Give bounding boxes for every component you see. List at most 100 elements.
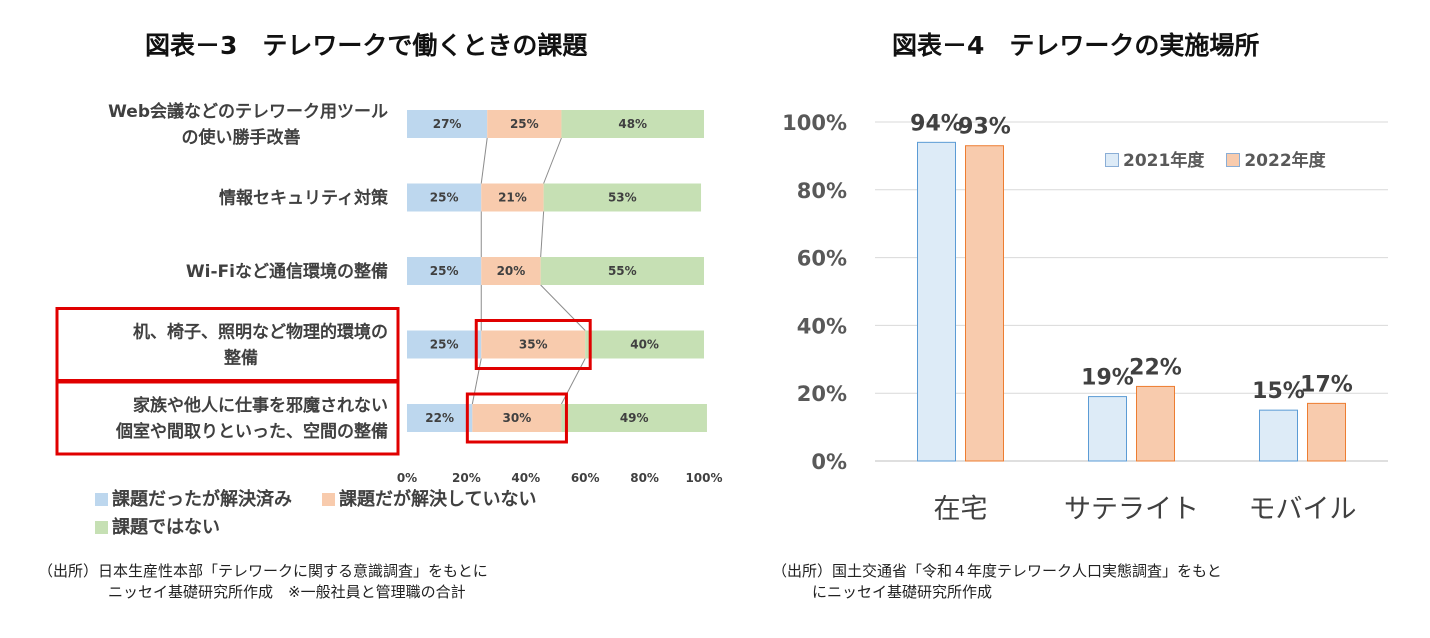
legend-item: 課題だったが解決済み [95, 486, 292, 514]
x-tick-label: 0% [397, 471, 417, 485]
bar-segment [543, 183, 702, 212]
data-label: 40% [630, 338, 659, 352]
data-label: 35% [519, 338, 548, 352]
source-note: （出所）日本生産性本部「テレワークに関する意識調査」をもとに ニッセイ基礎研究所… [38, 561, 488, 603]
legend-label: 課題ではない [112, 517, 220, 538]
bar-segment [561, 404, 707, 432]
y-tick-label: 40% [797, 314, 847, 338]
bar [917, 141, 956, 462]
grouped-bar-chart: 0% 20% 40% 60% 80% 100% 94%93% 在宅 19%22% サテライト 15%… [782, 111, 1388, 525]
bar [1259, 409, 1298, 462]
data-label: 94% [910, 111, 963, 136]
legend-swatch [95, 493, 108, 506]
bar-segment [585, 330, 704, 359]
y-tick-label: 20% [797, 382, 847, 406]
data-label: 27% [433, 117, 462, 131]
data-label: 25% [430, 191, 459, 205]
bar-segment [561, 110, 704, 138]
legend-label: 2021年度 [1123, 151, 1205, 171]
data-label: 25% [430, 338, 459, 352]
source-line: （出所）日本生産性本部「テレワークに関する意識調査」をもとに [38, 562, 488, 580]
x-category-label: サテライト [1064, 494, 1199, 525]
category-label: Wi-Fiなど通信環境の整備 [186, 261, 388, 282]
x-category-label: モバイル [1249, 494, 1357, 525]
legend-item: 2022年度 [1226, 146, 1326, 171]
category-label: Web会議などのテレワーク用ツール [108, 101, 388, 122]
bar-segment [407, 257, 482, 285]
bar [1307, 402, 1346, 462]
x-tick-label: 80% [630, 471, 659, 485]
source-line: にニッセイ基礎研究所作成 [812, 583, 993, 601]
category-label: 整備 [224, 348, 258, 369]
data-label: 17% [1300, 372, 1353, 397]
y-tick-label: 60% [797, 247, 847, 271]
data-label: 53% [608, 191, 637, 205]
legend-swatch [322, 493, 335, 506]
bar-segment [407, 110, 488, 138]
legend-label: 課題だったが解決済み [112, 489, 292, 510]
legend-item: 課題ではない [95, 514, 220, 542]
category-label: 個室や間取りといった、空間の整備 [115, 421, 388, 442]
series-line [540, 211, 545, 258]
data-label: 48% [618, 117, 647, 131]
category-label: の使い勝手改善 [182, 127, 301, 148]
data-label: 22% [1129, 355, 1182, 380]
bar-segment [540, 257, 704, 285]
data-label: 22% [425, 411, 454, 425]
data-label: 55% [608, 264, 637, 278]
y-tick-label: 0% [811, 450, 847, 474]
data-label: 93% [958, 115, 1011, 140]
category-label: 情報セキュリティ対策 [219, 188, 389, 209]
source-note: （出所）国土交通省「令和４年度テレワーク人口実態調査」をもと にニッセイ基礎研究… [772, 561, 1222, 603]
bar [1136, 385, 1175, 462]
series-line [540, 284, 586, 331]
chart-title: 図表－4 テレワークの実施場所 [892, 31, 1260, 60]
bar [965, 145, 1004, 462]
highlight-box [55, 380, 400, 456]
data-label: 30% [503, 411, 532, 425]
data-label: 25% [510, 117, 539, 131]
y-tick-label: 100% [782, 111, 847, 135]
legend-swatch [1105, 153, 1119, 167]
data-label: 21% [498, 191, 527, 205]
data-label: 20% [497, 264, 526, 278]
x-tick-label: 100% [685, 471, 722, 485]
x-tick-label: 20% [452, 471, 481, 485]
legend-label: 2022年度 [1244, 151, 1326, 171]
bar-segment [472, 404, 562, 432]
bar [1088, 396, 1127, 462]
category-label: 机、椅子、照明など物理的環境の [133, 322, 388, 343]
bar-segment [407, 404, 473, 432]
category-label: 家族や他人に仕事を邪魔されない [133, 395, 388, 416]
bar-segment [407, 330, 482, 359]
legend: 2021年度 2022年度 [1105, 146, 1348, 171]
source-line: ニッセイ基礎研究所作成 ※一般社員と管理職の合計 [108, 583, 466, 601]
data-label: 15% [1252, 379, 1305, 404]
right-chart-panel: 図表－4 テレワークの実施場所 0% 20% 40% 60% 80% 100% 94% 93%… [715, 0, 1430, 638]
source-line: （出所）国土交通省「令和４年度テレワーク人口実態調査」をもと [772, 562, 1222, 580]
legend-label: 課題だが解決していない [339, 489, 537, 510]
highlight-box [55, 307, 400, 382]
x-tick-label: 60% [571, 471, 600, 485]
legend: 課題だったが解決済み 課題だが解決していない課題ではない [95, 486, 715, 542]
series-line [543, 137, 562, 184]
bar-segment [487, 110, 562, 138]
data-label: 19% [1081, 366, 1134, 391]
series-line [471, 358, 482, 405]
legend-item: 2021年度 [1105, 146, 1204, 171]
bar-segment [481, 183, 544, 212]
legend-item: 課題だが解決していない [322, 486, 536, 514]
highlight-box [465, 392, 568, 444]
x-tick-label: 40% [511, 471, 540, 485]
data-label: 25% [430, 264, 459, 278]
left-chart-panel: 図表－3 テレワークで働くときの課題 27% 25% 48% Web会議などのテレワー… [38, 31, 723, 603]
bar-segment [481, 257, 541, 285]
legend-swatch [1226, 153, 1241, 167]
data-label: 49% [620, 411, 649, 425]
y-tick-label: 80% [797, 179, 847, 203]
legend-swatch [95, 521, 108, 534]
chart-title: 図表－3 テレワークで働くときの課題 [145, 31, 588, 60]
x-category-label: 在宅 [934, 494, 988, 525]
highlight-box [474, 319, 592, 370]
